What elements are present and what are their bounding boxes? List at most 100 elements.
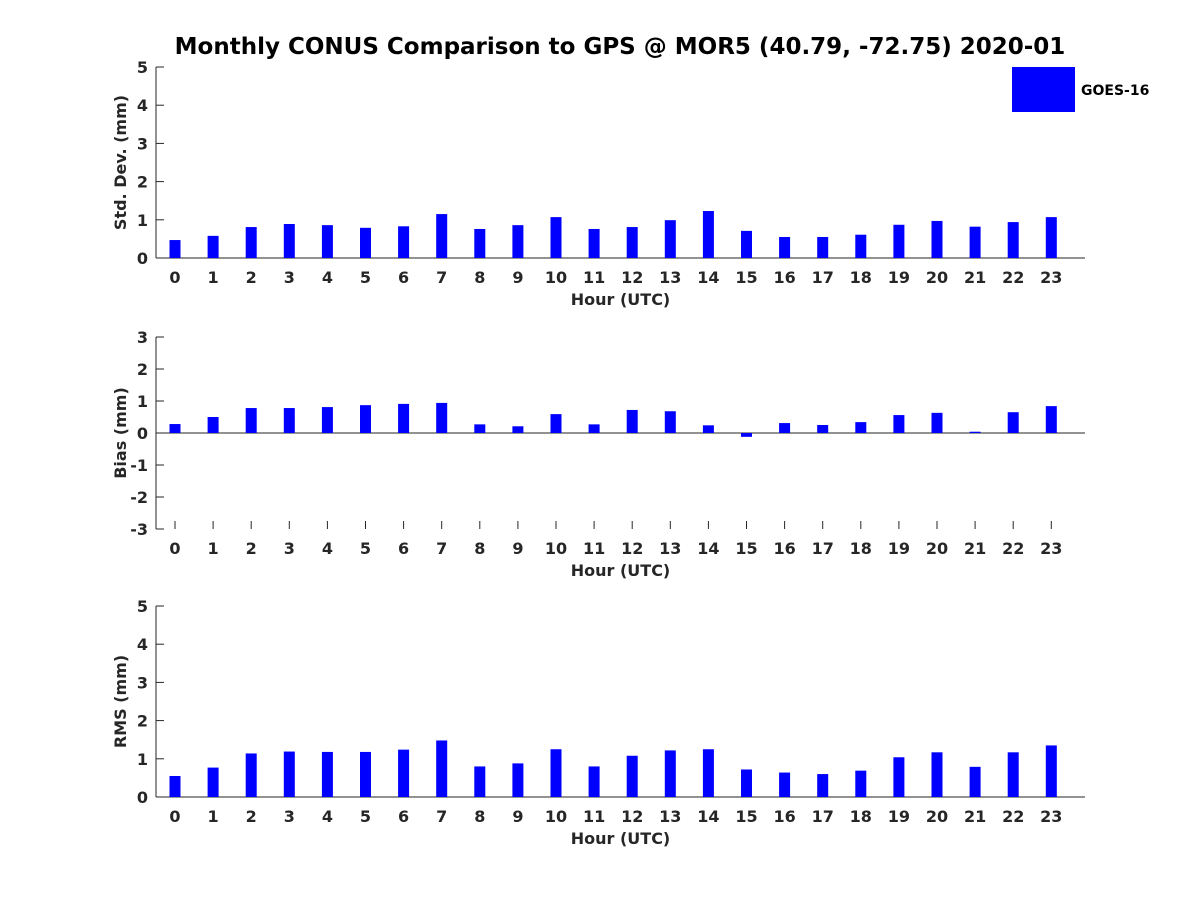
y-axis-label: Std. Dev. (mm) — [111, 95, 130, 230]
x-tick-label: 10 — [545, 539, 567, 558]
bar-hour-16 — [779, 236, 791, 258]
y-tick-label: 3 — [137, 328, 148, 347]
x-tick-label: 21 — [964, 539, 986, 558]
x-tick-label: 7 — [436, 268, 447, 287]
x-tick-label: 22 — [1002, 268, 1024, 287]
x-tick-label: 2 — [246, 807, 257, 826]
bar-hour-4 — [321, 751, 333, 797]
bar-hour-14 — [702, 211, 714, 258]
x-tick-label: 0 — [169, 268, 180, 287]
bar-hour-3 — [283, 224, 295, 258]
x-tick-label: 1 — [208, 268, 219, 287]
x-tick-label: 4 — [322, 807, 333, 826]
y-tick-label: -3 — [130, 520, 148, 539]
bar-hour-11 — [588, 766, 600, 797]
y-tick-label: 0 — [137, 788, 148, 807]
x-tick-label: 0 — [169, 807, 180, 826]
bar-hour-18 — [855, 770, 867, 797]
x-tick-label: 13 — [659, 807, 681, 826]
bar-hour-4 — [321, 407, 333, 433]
x-tick-label: 3 — [284, 807, 295, 826]
x-axis-label: Hour (UTC) — [571, 561, 671, 580]
bar-hour-20 — [931, 220, 943, 258]
bar-hour-14 — [702, 749, 714, 797]
y-tick-label: 1 — [137, 750, 148, 769]
x-tick-label: 6 — [398, 268, 409, 287]
bar-hour-16 — [779, 772, 791, 797]
x-tick-label: 23 — [1040, 268, 1062, 287]
x-tick-label: 18 — [850, 539, 872, 558]
x-tick-label: 6 — [398, 807, 409, 826]
bar-hour-10 — [550, 217, 562, 258]
x-tick-label: 7 — [436, 807, 447, 826]
x-tick-label: 1 — [208, 807, 219, 826]
x-tick-label: 18 — [850, 268, 872, 287]
bar-hour-21 — [969, 226, 981, 258]
x-axis-label: Hour (UTC) — [571, 829, 671, 848]
x-tick-label: 18 — [850, 807, 872, 826]
bar-hour-21 — [969, 431, 981, 433]
y-tick-label: 1 — [137, 211, 148, 230]
bar-hour-21 — [969, 766, 981, 797]
bar-hour-0 — [169, 240, 181, 258]
x-tick-label: 22 — [1002, 807, 1024, 826]
x-tick-label: 14 — [697, 539, 719, 558]
x-tick-label: 0 — [169, 539, 180, 558]
bar-hour-9 — [512, 426, 524, 433]
y-tick-label: 2 — [137, 712, 148, 731]
x-tick-label: 5 — [360, 807, 371, 826]
x-tick-label: 9 — [512, 539, 523, 558]
bar-hour-22 — [1007, 222, 1019, 258]
bar-hour-5 — [360, 751, 371, 797]
x-tick-label: 17 — [812, 268, 834, 287]
bar-hour-23 — [1045, 406, 1057, 433]
x-tick-label: 11 — [583, 268, 605, 287]
y-tick-label: -2 — [130, 488, 148, 507]
bar-hour-13 — [664, 220, 676, 258]
legend-swatch-goes-16 — [1012, 67, 1075, 112]
bar-hour-6 — [398, 226, 410, 258]
x-tick-label: 8 — [474, 807, 485, 826]
bar-hour-23 — [1045, 217, 1057, 258]
bar-hour-15 — [741, 230, 752, 258]
chart-title: Monthly CONUS Comparison to GPS @ MOR5 (… — [175, 34, 1066, 60]
x-tick-label: 8 — [474, 268, 485, 287]
x-tick-label: 15 — [735, 268, 757, 287]
y-tick-label: 0 — [137, 424, 148, 443]
x-tick-label: 5 — [360, 268, 371, 287]
x-tick-label: 8 — [474, 539, 485, 558]
bar-hour-17 — [817, 236, 829, 258]
x-tick-label: 12 — [621, 807, 643, 826]
y-tick-label: 0 — [137, 249, 148, 268]
bar-hour-10 — [550, 414, 562, 433]
x-tick-label: 4 — [322, 268, 333, 287]
x-tick-label: 13 — [659, 268, 681, 287]
bar-hour-1 — [207, 417, 219, 433]
y-tick-label: 3 — [137, 673, 148, 692]
bar-hour-12 — [626, 409, 638, 433]
bar-hour-11 — [588, 228, 600, 258]
y-axis-label: RMS (mm) — [111, 655, 130, 748]
legend-label-goes-16: GOES-16 — [1081, 83, 1149, 99]
bar-hour-7 — [436, 214, 448, 258]
x-tick-label: 22 — [1002, 539, 1024, 558]
bar-hour-22 — [1007, 412, 1019, 433]
x-tick-label: 19 — [888, 539, 910, 558]
bar-hour-20 — [931, 752, 943, 797]
x-tick-label: 2 — [246, 539, 257, 558]
x-tick-label: 16 — [773, 268, 795, 287]
bar-hour-23 — [1045, 745, 1057, 797]
x-tick-label: 12 — [621, 268, 643, 287]
x-tick-label: 11 — [583, 807, 605, 826]
bar-hour-2 — [245, 408, 257, 433]
y-tick-label: 3 — [137, 134, 148, 153]
bar-hour-8 — [474, 766, 486, 797]
bar-hour-12 — [626, 755, 638, 797]
y-tick-label: 2 — [137, 173, 148, 192]
x-tick-label: 23 — [1040, 539, 1062, 558]
